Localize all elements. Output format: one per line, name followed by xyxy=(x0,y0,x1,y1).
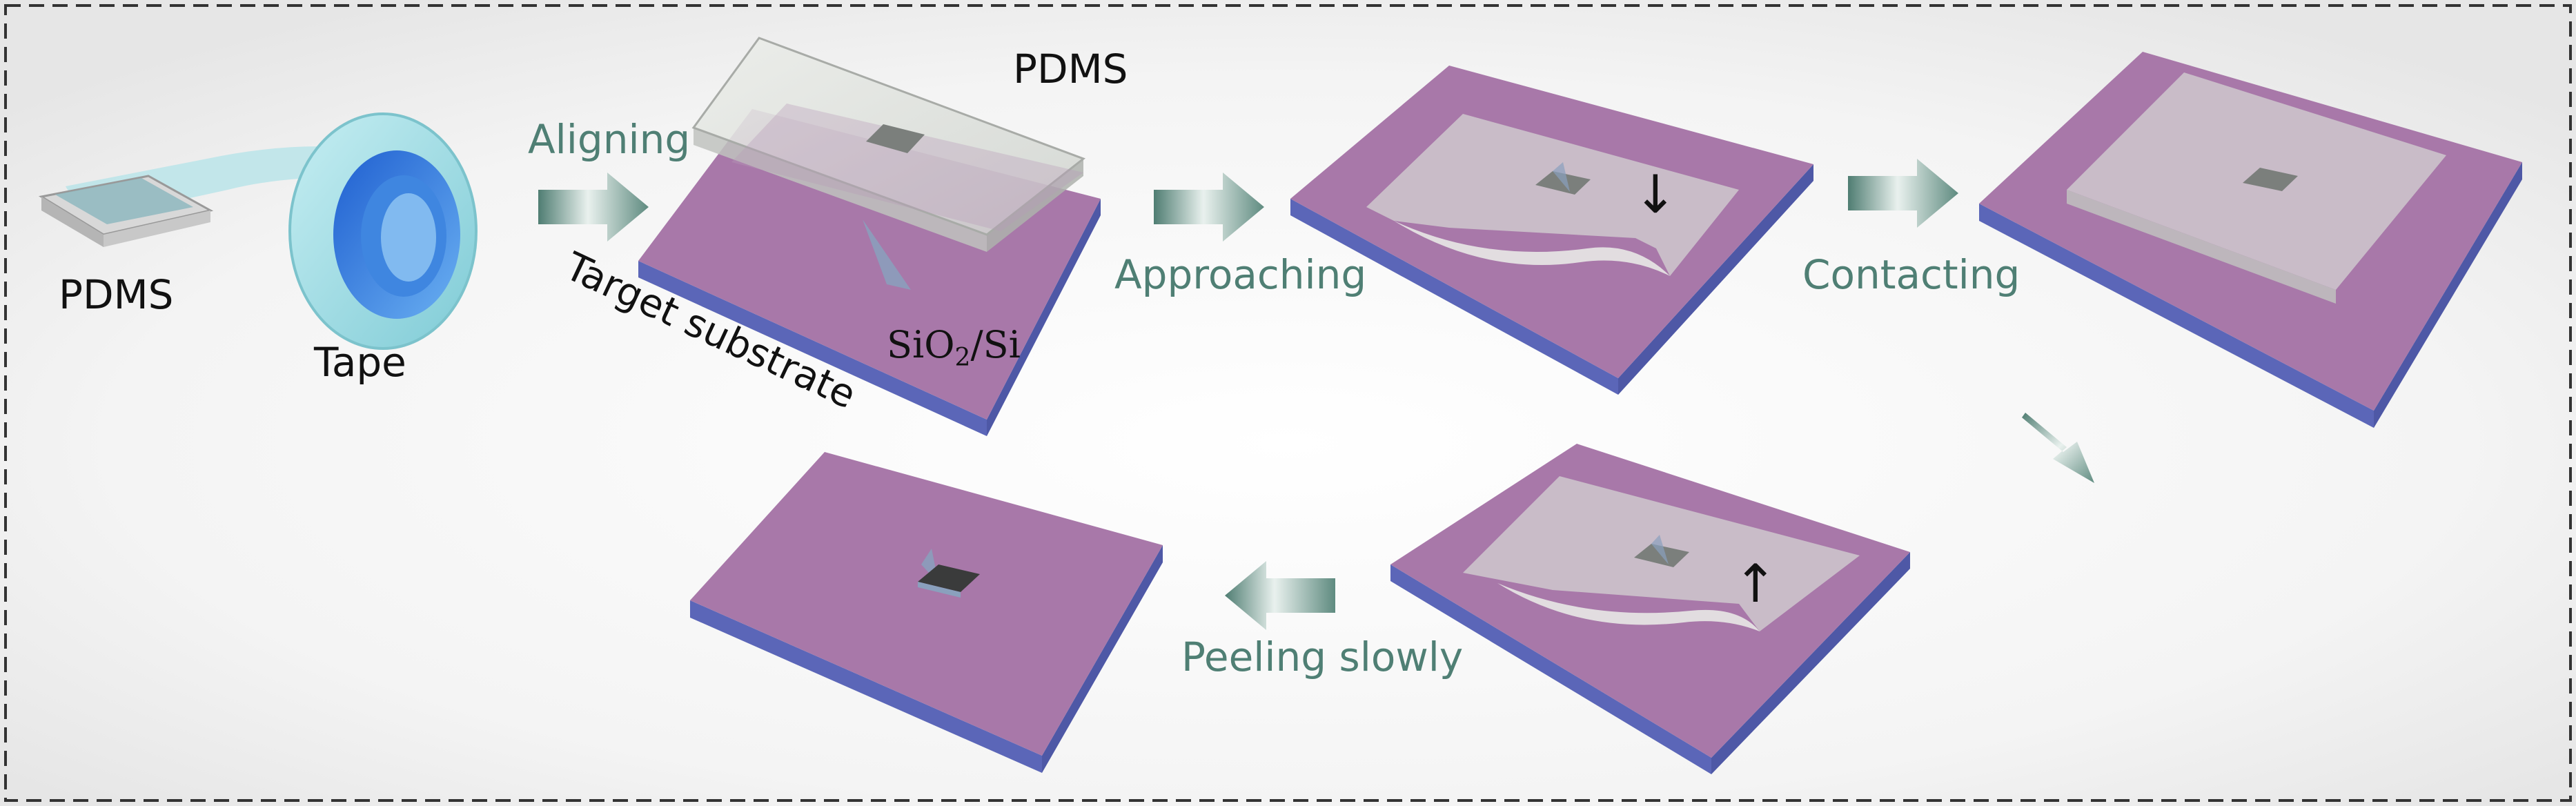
sio2-subscript: 2 xyxy=(955,344,971,372)
step-peeling: Peeling slowly xyxy=(1181,633,1463,680)
pdms-edge xyxy=(2067,190,2336,304)
approaching-panel: ↓ xyxy=(1290,66,1813,395)
transferred-flake xyxy=(918,564,980,592)
pdms-stamp-label: PDMS xyxy=(1013,46,1128,92)
arrow-aligning xyxy=(538,173,649,242)
peeling-panel: ↑ xyxy=(1390,444,1910,774)
flake-on-pdms xyxy=(866,124,925,153)
pdms-chip xyxy=(38,175,214,247)
arrow-down-diagonal xyxy=(2022,413,2094,483)
flake-on-substrate xyxy=(863,219,911,290)
pdms-tape-label: PDMS xyxy=(59,271,174,318)
pdms-stamp-tint xyxy=(731,104,1083,231)
contacting-panel xyxy=(1979,52,2522,428)
tape-roll-icon xyxy=(288,112,478,350)
sio2-suffix: /Si xyxy=(970,323,1020,366)
arrow-contacting xyxy=(1848,159,1958,228)
arrow-peeling xyxy=(1225,561,1335,630)
down-arrow-icon: ↓ xyxy=(1633,164,1678,225)
up-arrow-icon: ↑ xyxy=(1733,553,1778,614)
pdms-curl xyxy=(1497,583,1760,631)
step-contacting: Contacting xyxy=(1802,251,2020,298)
flake-shadow xyxy=(1553,162,1570,192)
flake-shadow xyxy=(1651,535,1669,564)
flake xyxy=(2243,168,2298,191)
pdms-sheet xyxy=(1366,114,1739,276)
pdms-stamp-side xyxy=(694,128,987,252)
tape-label: Tape xyxy=(313,339,406,386)
dashed-frame xyxy=(4,4,2572,802)
substrate-side-right xyxy=(987,199,1101,436)
step-aligning: Aligning xyxy=(528,116,690,163)
final-panel xyxy=(690,452,1163,773)
substrate-side-left xyxy=(638,261,987,436)
arrow-approaching xyxy=(1154,173,1264,242)
step-approaching: Approaching xyxy=(1114,251,1366,298)
tape-roll-panel: PDMS Tape xyxy=(38,112,478,386)
sio2-si-label: SiO2/Si xyxy=(887,323,1021,372)
substrate-top xyxy=(690,452,1163,756)
sio2-prefix: SiO xyxy=(887,323,955,366)
pdms-stamp-side-2 xyxy=(987,159,1083,252)
pdms-curl xyxy=(1394,221,1670,276)
transferred-flake-edge xyxy=(918,582,961,598)
